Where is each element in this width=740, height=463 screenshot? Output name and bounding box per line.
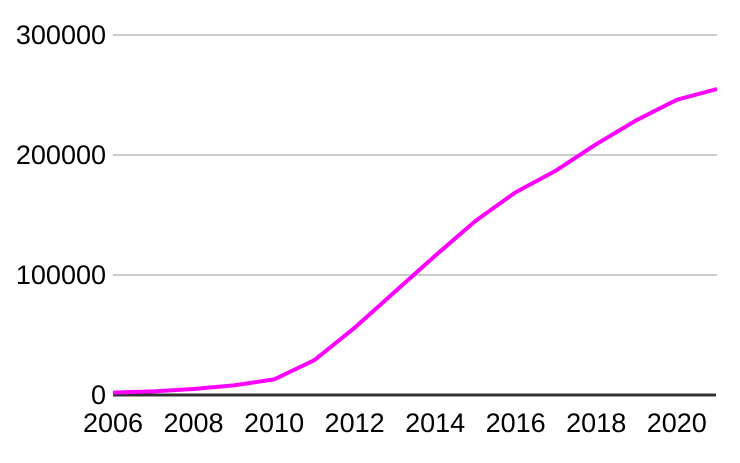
x-tick-label: 2006 — [83, 408, 143, 438]
x-tick-label: 2008 — [163, 408, 223, 438]
y-tick-label: 0 — [91, 380, 106, 410]
x-tick-label: 2016 — [486, 408, 546, 438]
x-tick-label: 2014 — [405, 408, 465, 438]
y-tick-label: 200000 — [16, 140, 106, 170]
y-tick-label: 300000 — [16, 20, 106, 50]
x-tick-label: 2020 — [647, 408, 707, 438]
y-tick-label: 100000 — [16, 260, 106, 290]
x-tick-label: 2018 — [566, 408, 626, 438]
series-line — [112, 87, 718, 395]
x-tick-label: 2012 — [325, 408, 385, 438]
x-tick-label: 2010 — [244, 408, 304, 438]
